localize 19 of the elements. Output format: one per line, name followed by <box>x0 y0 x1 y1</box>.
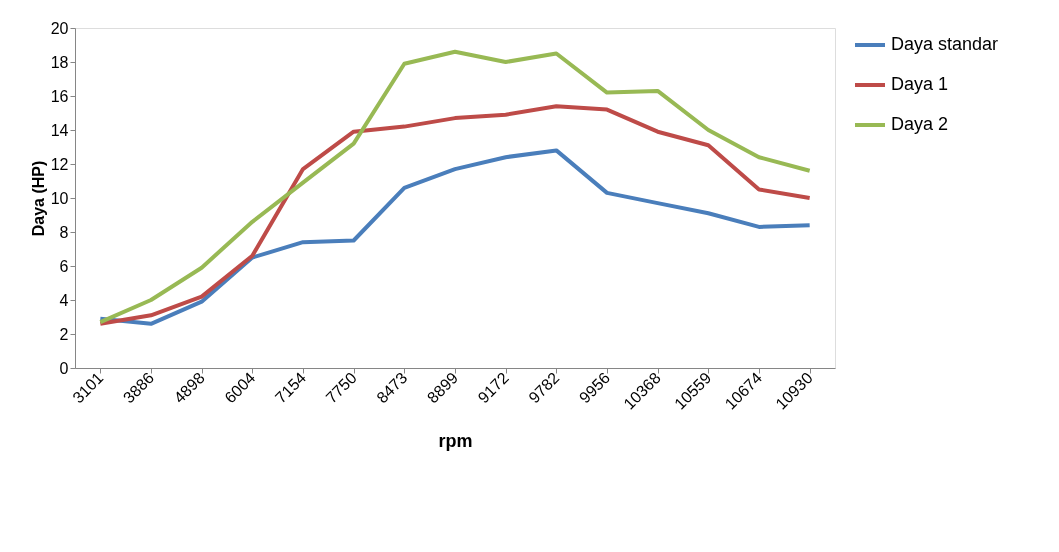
y-tick-label: 18 <box>50 53 69 71</box>
y-axis-title: Daya (HP) <box>29 160 47 237</box>
y-tick-label: 6 <box>59 257 69 275</box>
y-tick-label: 16 <box>50 87 69 105</box>
y-tick-label: 10 <box>50 189 69 207</box>
legend-label: Daya standar <box>891 34 999 54</box>
y-tick-label: 2 <box>59 325 69 343</box>
y-tick-label: 20 <box>50 19 69 37</box>
y-tick-label: 4 <box>59 291 69 309</box>
line-series <box>98 148 812 326</box>
y-tick-label: 8 <box>59 223 69 241</box>
legend-label: Daya 1 <box>891 74 949 94</box>
x-axis-title: rpm <box>438 430 473 451</box>
legend-label: Daya 2 <box>891 114 949 134</box>
line-series <box>98 49 812 325</box>
y-tick-label: 14 <box>50 121 69 139</box>
y-tick-label: 12 <box>50 155 69 173</box>
y-tick-label: 0 <box>59 359 69 377</box>
line-series <box>98 104 812 326</box>
